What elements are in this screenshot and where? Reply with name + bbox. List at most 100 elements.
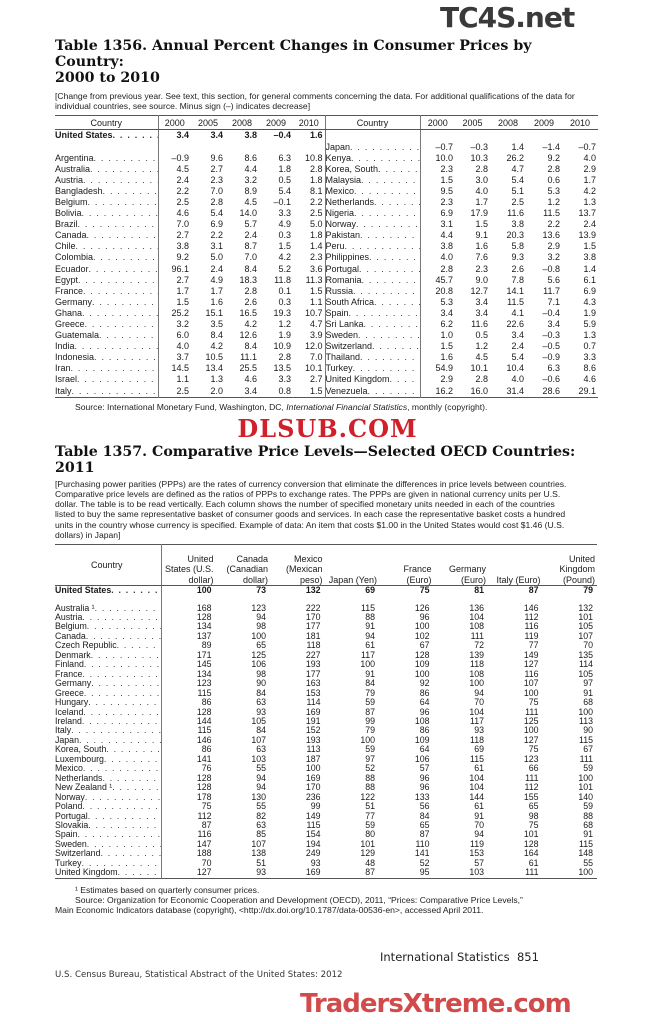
value-cell: 110 xyxy=(415,839,430,849)
value-cell: 3.2 xyxy=(244,174,257,185)
value-cell: 5.4 xyxy=(511,174,524,185)
value-cell: 5.4 xyxy=(278,185,291,196)
country-label: Romania xyxy=(326,275,420,286)
country-name: Hungary xyxy=(55,698,89,708)
country-cell: Hungary xyxy=(55,698,162,708)
country-label: Netherlands xyxy=(326,197,420,208)
country-cell: Spain xyxy=(325,307,421,319)
country-name: Japan xyxy=(325,141,351,152)
value-cell: 70 xyxy=(474,698,484,708)
column-header-currency: Italy (Euro) xyxy=(488,544,543,587)
country-label: Japan xyxy=(326,142,420,153)
value-cell: 2.4 xyxy=(210,263,223,274)
value-cell: 9.6 xyxy=(210,152,223,163)
column-header-currency: Germany (Euro) xyxy=(433,544,488,587)
value-cell: 100 xyxy=(578,707,593,717)
country-name: Colombia xyxy=(55,252,94,263)
table-1356-source: Source: International Monetary Fund, Was… xyxy=(55,402,600,412)
country-name: Philippines xyxy=(325,252,370,263)
page-content: Table 1356. Annual Percent Changes in Co… xyxy=(55,38,600,915)
country-name: Germany xyxy=(55,296,93,307)
country-label: Ghana xyxy=(55,308,157,319)
value-cell: 97 xyxy=(583,679,593,689)
dot-leader xyxy=(82,670,160,679)
value-cell: 55 xyxy=(256,802,266,812)
source-text-end: , monthly (copyright). xyxy=(407,401,488,412)
value-cell: 77 xyxy=(365,811,375,821)
value-cell: 82 xyxy=(256,811,266,821)
country-label: United States xyxy=(55,586,160,595)
value-cell: 128 xyxy=(414,650,430,660)
value-cell: 65 xyxy=(419,820,430,830)
country-label: Switzerland xyxy=(55,849,160,858)
value-cell: 117 xyxy=(469,716,484,726)
country-name: Ireland xyxy=(55,716,82,726)
empty-cell xyxy=(490,130,526,142)
table-row: Germany 123 90 163 84 92 100 107 97 xyxy=(55,679,597,689)
value-cell: 2.2 xyxy=(547,219,560,230)
country-cell: Poland xyxy=(55,802,162,812)
country-cell: Chile xyxy=(55,241,159,253)
value-cell: 6.3 xyxy=(547,363,560,374)
country-label: Austria xyxy=(55,175,157,186)
value-cell: 1.5 xyxy=(293,385,326,398)
value-cell: 101 xyxy=(360,839,375,849)
empty-cell xyxy=(225,142,259,153)
value-cell: 168 xyxy=(196,603,212,613)
dot-leader xyxy=(82,613,160,622)
country-label: Spain xyxy=(326,308,420,319)
value-cell: 126 xyxy=(414,603,430,613)
value-cell: 4.0 xyxy=(440,252,453,263)
value-cell: –0.4 xyxy=(542,307,560,318)
country-label: Colombia xyxy=(55,252,157,263)
value-cell: 89 xyxy=(201,641,212,651)
country-name: Nigeria xyxy=(325,208,355,219)
value-cell: 127 xyxy=(196,868,212,878)
country-label: Mexico xyxy=(326,186,420,197)
column-header-currency: Mexico (Mexican peso) xyxy=(270,544,325,587)
country-name: Greece xyxy=(55,688,84,698)
country-cell: Iceland xyxy=(55,707,162,717)
country-cell: Italy xyxy=(55,385,159,398)
value-cell: 4.0 xyxy=(583,152,596,163)
value-cell: 16.0 xyxy=(470,385,488,396)
value-cell: 6.9 xyxy=(440,208,453,219)
table-row: Australia ¹ 168 123 222 115 126 136 146 132 xyxy=(55,603,597,613)
value-cell: 2.8 xyxy=(475,163,488,174)
country-label: Canada xyxy=(55,230,157,241)
value-cell: 55 xyxy=(583,858,593,868)
column-header-currency: United States (U.S. dollar) xyxy=(161,544,216,587)
value-cell: 144 xyxy=(196,716,212,726)
country-label: United Kingdom xyxy=(55,868,160,877)
country-label: Poland xyxy=(55,802,160,811)
dot-leader xyxy=(91,651,160,660)
country-cell: Colombia xyxy=(55,252,159,264)
country-label: Portugal xyxy=(55,812,160,821)
value-cell: 61 xyxy=(474,802,484,812)
value-cell: 48 xyxy=(365,858,375,868)
value-cell: 51 xyxy=(256,858,266,868)
value-cell: 2.8 xyxy=(440,263,453,274)
value-cell: 8.4 xyxy=(244,341,257,352)
value-cell: 18.3 xyxy=(239,274,257,285)
country-label: Portugal xyxy=(326,264,420,275)
value-cell: 111 xyxy=(579,754,593,764)
value-cell: 0.5 xyxy=(278,174,291,185)
value-cell: 7.1 xyxy=(547,296,560,307)
empty-cell xyxy=(325,596,380,604)
value-cell: 5.7 xyxy=(244,219,257,230)
value-cell: 11.6 xyxy=(507,208,524,219)
empty-cell xyxy=(158,142,191,153)
country-name: Norway xyxy=(325,219,357,230)
value-cell: 86 xyxy=(419,688,430,698)
value-cell: 2.2 xyxy=(293,196,326,209)
value-cell: 109 xyxy=(414,735,430,745)
value-cell: 90 xyxy=(583,726,593,736)
value-cell: 0.3 xyxy=(278,230,291,241)
table-row: Ireland 144 105 191 99 108 117 125 113 xyxy=(55,716,597,727)
value-cell: 5.6 xyxy=(547,274,560,285)
